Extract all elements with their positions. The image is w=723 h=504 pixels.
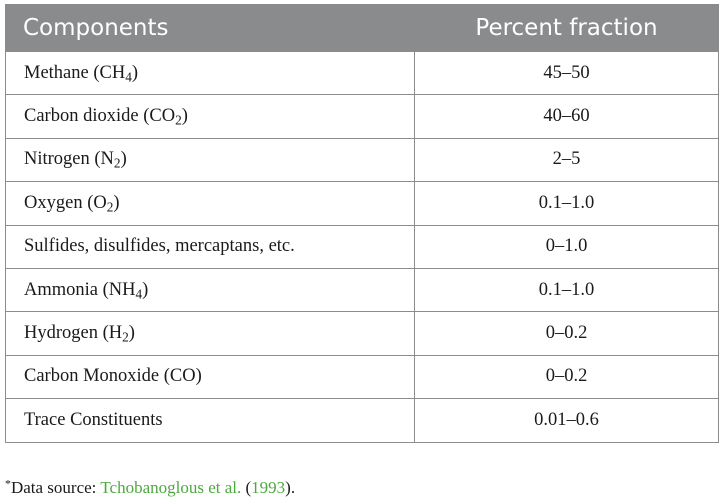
component-subscript: 2 (175, 112, 182, 128)
component-cell: Trace Constituents (5, 398, 415, 443)
component-tail: ) (120, 149, 127, 170)
citation-author-link[interactable]: Tchobanoglous et al. (100, 478, 242, 497)
table-header-row: Components Percent fraction (5, 4, 719, 52)
component-tail: ) (128, 323, 135, 344)
component-tail: ) (142, 279, 149, 300)
component-name: Ammonia (NH (24, 279, 136, 300)
component-cell: Methane (CH4) (5, 50, 415, 96)
percent-cell: 2–5 (414, 137, 719, 183)
footnote-close: ). (285, 478, 296, 497)
percent-cell: 0.1–1.0 (414, 181, 719, 226)
component-cell: Carbon Monoxide (CO) (5, 354, 415, 400)
table-row: Methane (CH4) 45–50 (5, 50, 719, 96)
percent-cell: 0.01–0.6 (414, 398, 719, 443)
component-name: Trace Constituents (24, 409, 163, 430)
component-tail: ) (181, 106, 188, 127)
table-row: Carbon Monoxide (CO) 0–0.2 (5, 354, 719, 400)
component-name: Nitrogen (N (24, 149, 114, 170)
component-name: Oxygen (O (24, 192, 107, 213)
component-tail: ) (113, 192, 120, 213)
percent-cell: 0–1.0 (414, 224, 719, 269)
table-row: Nitrogen (N2) 2–5 (5, 137, 719, 183)
table-row: Sulfides, disulfides, mercaptans, etc. 0… (5, 224, 719, 269)
percent-cell: 0–0.2 (414, 354, 719, 400)
component-name: Carbon dioxide (CO (24, 106, 176, 127)
component-cell: Carbon dioxide (CO2) (5, 94, 415, 139)
component-subscript: 2 (122, 329, 129, 345)
table-row: Oxygen (O2) 0.1–1.0 (5, 181, 719, 226)
component-subscript: 2 (106, 199, 114, 215)
table-row: Ammonia (NH4) 0.1–1.0 (5, 267, 719, 313)
header-percent-fraction: Percent fraction (414, 4, 719, 52)
table-row: Carbon dioxide (CO2) 40–60 (5, 94, 719, 139)
component-name: Sulfides, disulfides, mercaptans, etc. (24, 236, 295, 257)
component-subscript: 4 (125, 69, 132, 85)
component-subscript: 2 (113, 156, 121, 172)
footnote-open-paren: ( (241, 478, 252, 497)
component-name: Methane (CH (24, 62, 126, 83)
table-row: Hydrogen (H2) 0–0.2 (5, 311, 719, 356)
footnote-prefix: Data source: (10, 478, 101, 497)
component-cell: Ammonia (NH4) (5, 267, 415, 313)
component-name: Carbon Monoxide (CO) (24, 366, 202, 387)
table-footnote: *Data source: Tchobanoglous et al. (1993… (5, 478, 295, 498)
table-row: Trace Constituents 0.01–0.6 (5, 398, 719, 443)
percent-cell: 40–60 (414, 94, 719, 139)
composition-table-container: Components Percent fraction Methane (CH4… (5, 4, 719, 443)
percent-cell: 0–0.2 (414, 311, 719, 356)
composition-table: Components Percent fraction Methane (CH4… (5, 4, 719, 443)
component-cell: Oxygen (O2) (5, 181, 415, 226)
header-components: Components (5, 4, 415, 52)
component-cell: Sulfides, disulfides, mercaptans, etc. (5, 224, 415, 269)
percent-cell: 45–50 (414, 50, 719, 96)
component-tail: ) (131, 62, 139, 83)
component-name: Hydrogen (H (24, 323, 123, 344)
component-cell: Hydrogen (H2) (5, 311, 415, 356)
footnote-marker: * (5, 476, 11, 491)
component-cell: Nitrogen (N2) (5, 137, 415, 183)
percent-cell: 0.1–1.0 (414, 267, 719, 313)
citation-year-link[interactable]: 1993 (251, 478, 286, 497)
component-subscript: 4 (135, 286, 143, 302)
